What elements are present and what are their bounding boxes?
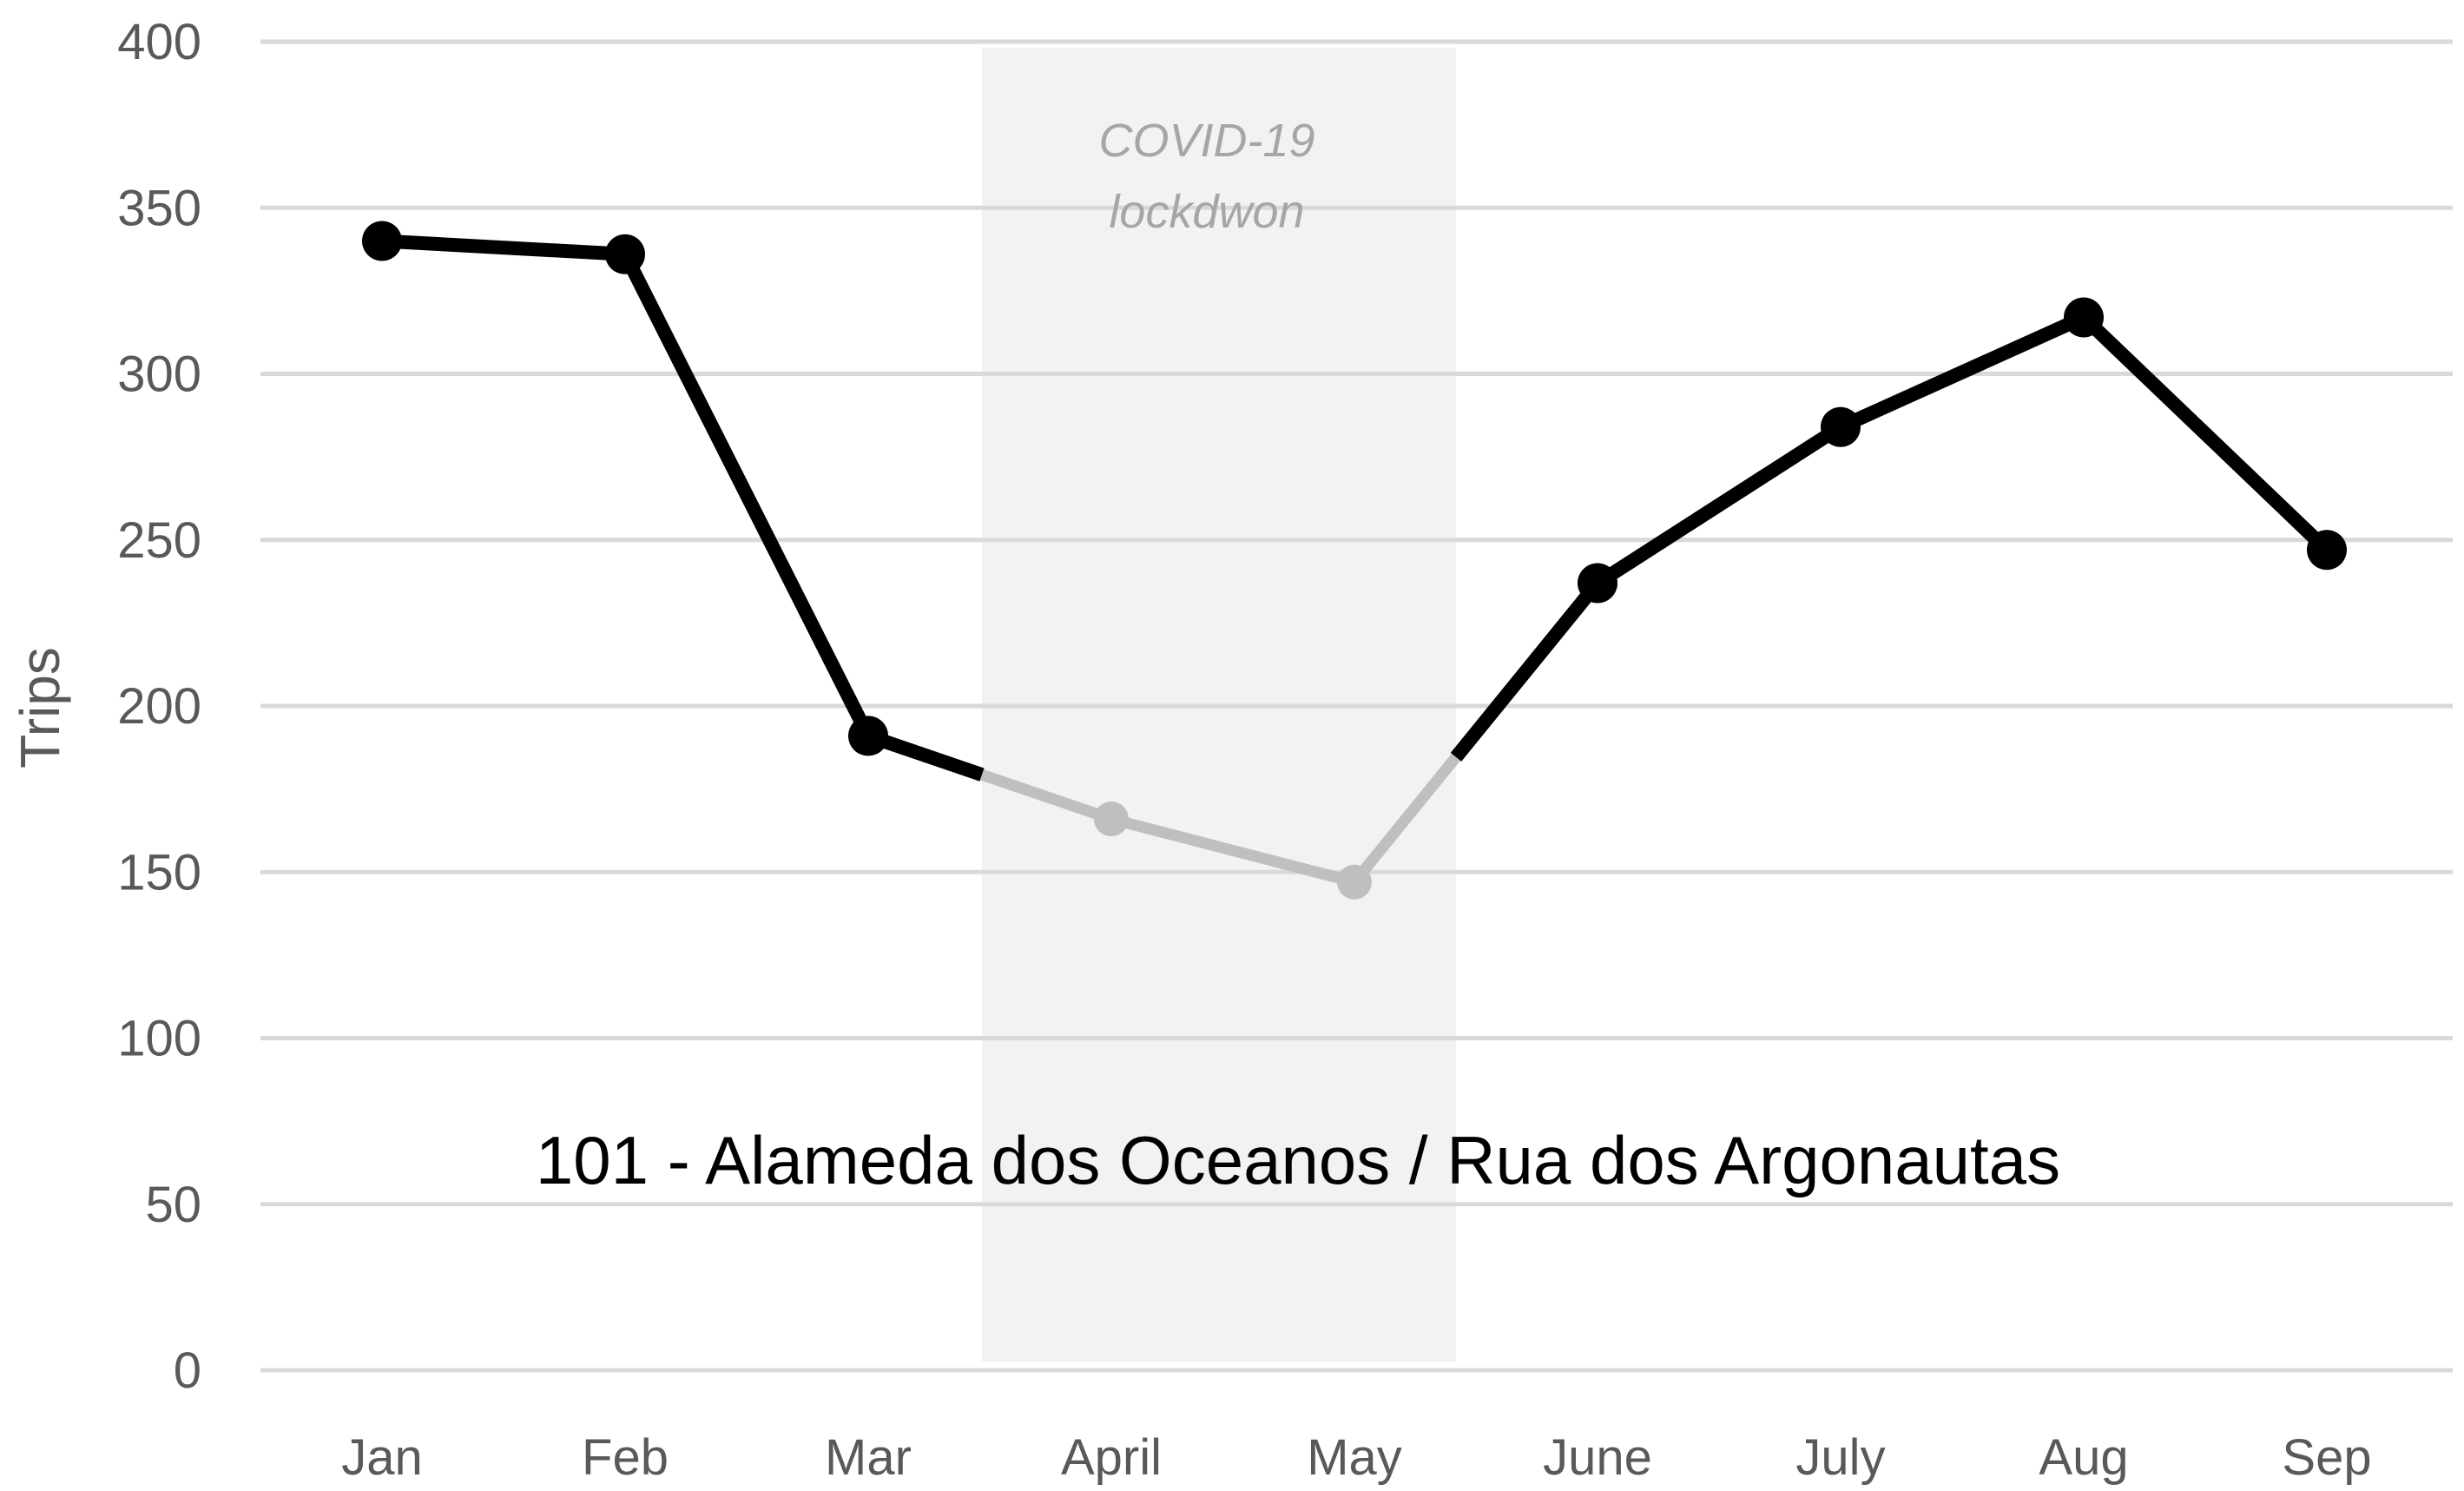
data-point bbox=[1578, 563, 1617, 604]
data-point bbox=[1094, 802, 1129, 837]
lockdown-label-line2: lockdwon bbox=[1109, 186, 1304, 238]
y-axis-tick-labels: 0 50 100 150 200 250 300 350 400 bbox=[117, 14, 201, 1399]
y-tick-label: 100 bbox=[117, 1011, 201, 1067]
chart-title: 101 - Alameda dos Oceanos / Rua dos Argo… bbox=[536, 1122, 2060, 1198]
data-point bbox=[1337, 864, 1372, 900]
series-lines bbox=[375, 234, 2334, 888]
x-tick-label: Jan bbox=[341, 1429, 423, 1486]
series-segment bbox=[1450, 578, 1604, 762]
y-tick-label: 0 bbox=[174, 1343, 201, 1399]
y-tick-label: 50 bbox=[145, 1177, 201, 1233]
x-tick-label: June bbox=[1543, 1429, 1652, 1486]
x-tick-label: Mar bbox=[825, 1429, 912, 1486]
series-segment bbox=[979, 769, 1114, 825]
gridlines bbox=[260, 39, 2453, 1373]
y-tick-label: 400 bbox=[117, 14, 201, 70]
data-point bbox=[362, 221, 402, 261]
x-tick-label: Feb bbox=[582, 1429, 669, 1486]
series-segment bbox=[866, 729, 985, 782]
data-point bbox=[2064, 297, 2104, 338]
x-tick-label: April bbox=[1061, 1429, 1162, 1486]
y-axis-label: Trips bbox=[9, 647, 71, 769]
data-point bbox=[1821, 406, 1861, 447]
x-tick-label: July bbox=[1795, 1429, 1885, 1486]
lockdown-label-line1: COVID-19 bbox=[1098, 115, 1314, 167]
data-point bbox=[2307, 530, 2347, 571]
y-tick-label: 250 bbox=[117, 512, 201, 569]
x-tick-label: Sep bbox=[2282, 1429, 2371, 1486]
x-axis-tick-labels: Jan Feb Mar April May June July Aug Sep bbox=[341, 1429, 2371, 1486]
series-segment bbox=[375, 234, 632, 261]
series-segment bbox=[1349, 753, 1461, 886]
y-tick-label: 150 bbox=[117, 844, 201, 901]
x-tick-label: Aug bbox=[2039, 1429, 2128, 1486]
series-points bbox=[362, 221, 2347, 900]
x-tick-label: May bbox=[1307, 1429, 1402, 1486]
series-segment bbox=[2077, 310, 2334, 557]
series-segment bbox=[1834, 310, 2091, 434]
y-tick-label: 300 bbox=[117, 346, 201, 403]
y-tick-label: 350 bbox=[117, 180, 201, 236]
series-segment bbox=[618, 247, 875, 743]
y-tick-label: 200 bbox=[117, 678, 201, 735]
series-segment bbox=[1591, 419, 1848, 590]
series-segment bbox=[1110, 813, 1356, 888]
data-point bbox=[848, 716, 888, 756]
data-point bbox=[605, 234, 645, 274]
